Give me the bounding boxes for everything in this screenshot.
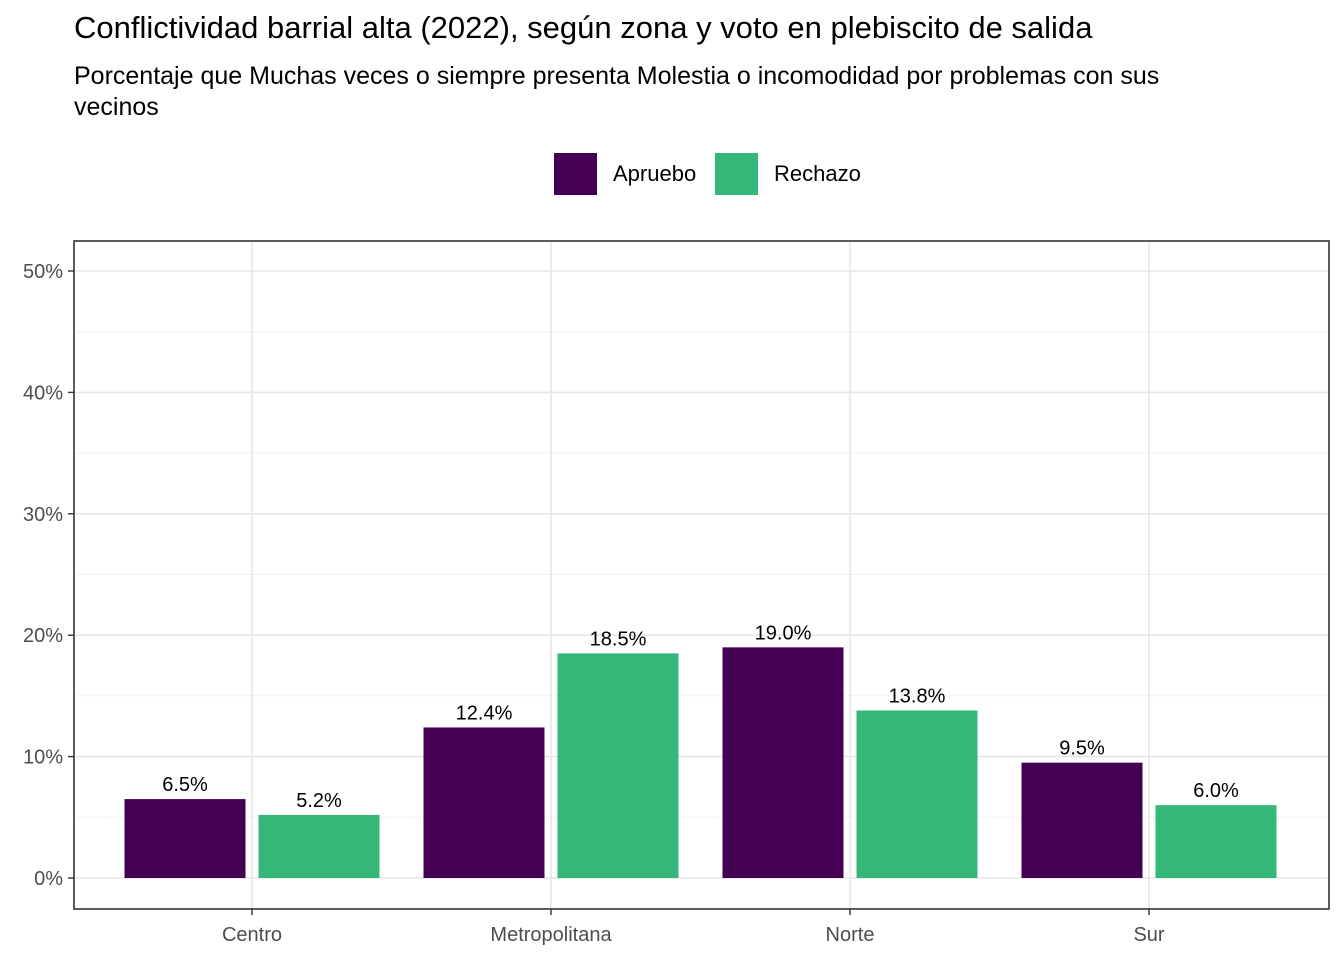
data-label: 5.2% [296, 790, 342, 812]
legend-label-rechazo: Rechazo [774, 161, 861, 186]
bar-apruebo-norte [722, 647, 844, 878]
y-tick-label: 10% [23, 747, 63, 769]
x-tick-label: Metropolitana [490, 924, 612, 946]
x-tick-label: Norte [826, 924, 875, 946]
panel-border [73, 240, 1330, 910]
chart-title: Conflictividad barrial alta (2022), segú… [74, 10, 1093, 45]
y-tick-label: 20% [23, 625, 63, 647]
data-label: 18.5% [590, 628, 647, 650]
bar-apruebo-centro [124, 799, 246, 878]
chart-subtitle: Porcentaje que Muchas veces o siempre pr… [74, 62, 1160, 121]
bar-rechazo-metropolitana [557, 653, 679, 878]
legend: Apruebo Rechazo [0, 153, 1344, 195]
y-tick-label: 30% [23, 504, 63, 526]
bar-apruebo-metropolitana [423, 727, 545, 878]
data-label: 6.0% [1193, 780, 1239, 802]
data-label: 13.8% [889, 685, 946, 707]
y-tick-label: 0% [34, 868, 63, 890]
data-label: 6.5% [162, 774, 208, 796]
bar-rechazo-norte [856, 710, 978, 878]
legend-key-apruebo [554, 153, 597, 195]
x-tick-label: Centro [222, 924, 282, 946]
data-label: 19.0% [755, 622, 812, 644]
bar-apruebo-sur [1021, 762, 1143, 878]
data-label: 12.4% [456, 702, 513, 724]
bar-rechazo-sur [1155, 805, 1277, 878]
y-tick-label: 50% [23, 261, 63, 283]
data-label: 9.5% [1059, 738, 1105, 760]
bar-rechazo-centro [258, 814, 380, 878]
x-tick-label: Sur [1133, 924, 1164, 946]
y-tick-label: 40% [23, 382, 63, 404]
legend-key-rechazo [715, 153, 758, 195]
legend-label-apruebo: Apruebo [613, 161, 697, 186]
